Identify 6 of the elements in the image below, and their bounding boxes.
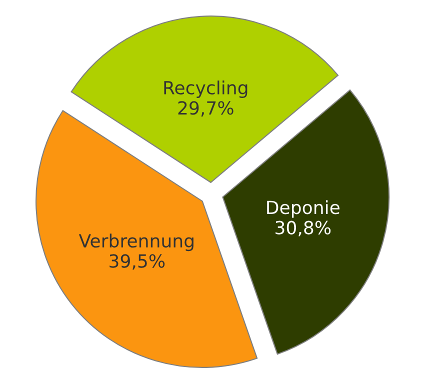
data-label: 29,7% — [178, 101, 234, 117]
slice-label: Recycling — [164, 80, 248, 98]
data-label: 30,8% — [276, 220, 331, 236]
data-label: 39,5% — [110, 254, 165, 270]
slice-label: Verbrennung — [78, 234, 194, 252]
slice-label: Deponie — [267, 200, 340, 218]
